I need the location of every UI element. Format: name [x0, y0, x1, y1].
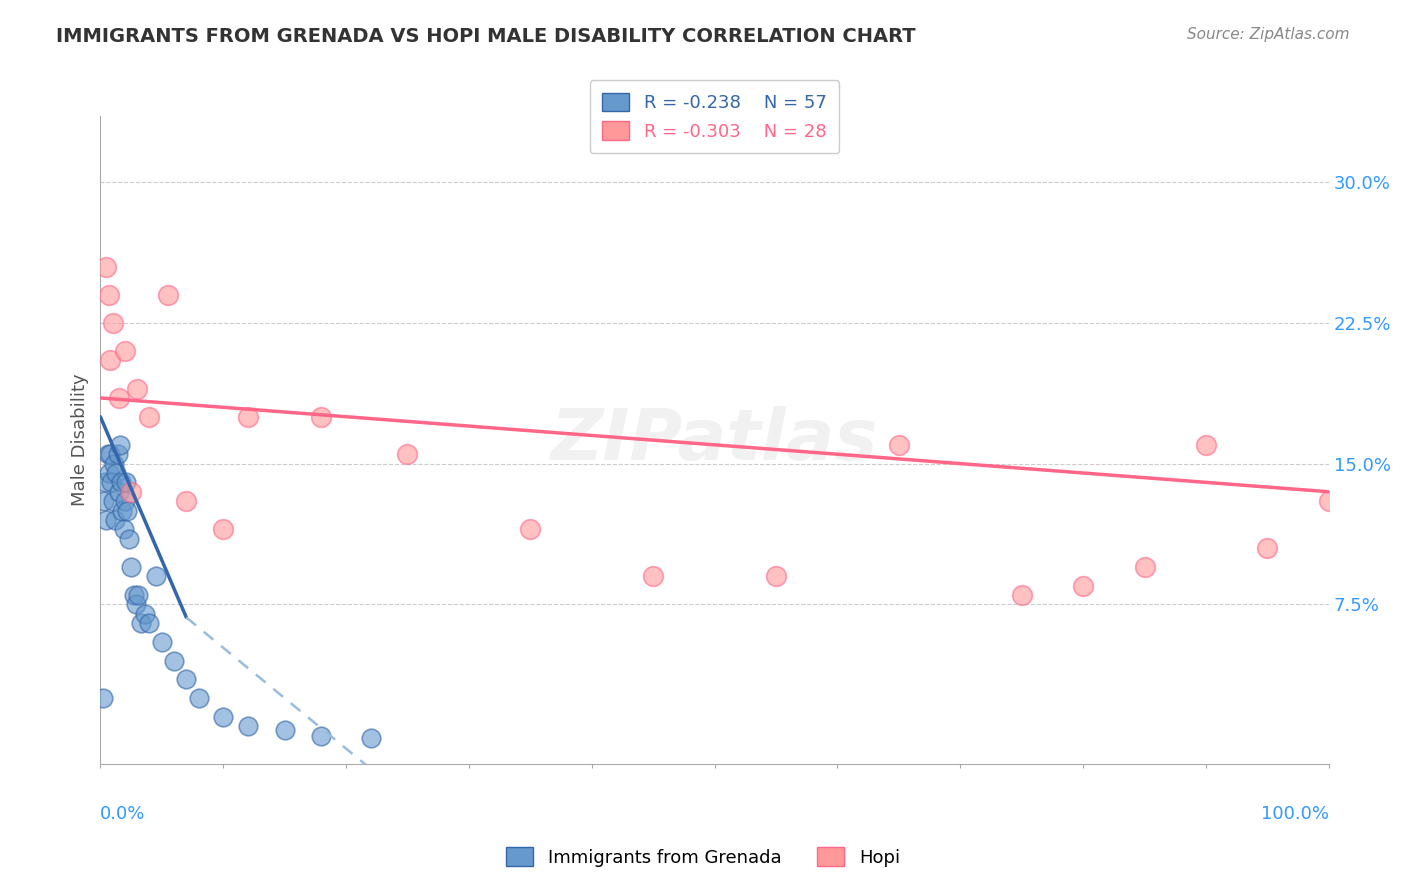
Point [138, 616, 160, 631]
Point [110, 475, 132, 490]
Text: Source: ZipAtlas.com: Source: ZipAtlas.com [1187, 27, 1350, 42]
Point [127, 382, 149, 396]
Point [125, 597, 148, 611]
Point [765, 569, 787, 583]
Point [91, 691, 114, 706]
Point [643, 569, 665, 583]
Point [107, 391, 129, 405]
Text: 100.0%: 100.0% [1261, 805, 1329, 823]
Point [273, 723, 295, 737]
Point [94, 475, 117, 490]
Point [98, 353, 121, 368]
Point [97, 287, 120, 301]
Point [1256, 541, 1278, 555]
Point [187, 691, 209, 706]
Point [120, 484, 142, 499]
Point [150, 635, 173, 649]
Point [396, 447, 419, 461]
Point [117, 503, 139, 517]
Point [127, 588, 149, 602]
Point [98, 447, 121, 461]
Point [114, 494, 136, 508]
Point [107, 484, 129, 499]
Point [1011, 588, 1033, 602]
Point [212, 710, 235, 724]
Point [138, 409, 160, 424]
Point [100, 475, 122, 490]
Point [134, 607, 156, 621]
Text: ZIPatlas: ZIPatlas [551, 406, 879, 475]
Point [236, 719, 259, 733]
Point [117, 532, 139, 546]
Text: 0.0%: 0.0% [100, 805, 146, 823]
Point [114, 344, 136, 359]
Point [519, 522, 541, 536]
Point [163, 654, 186, 668]
Text: IMMIGRANTS FROM GRENADA VS HOPI MALE DISABILITY CORRELATION CHART: IMMIGRANTS FROM GRENADA VS HOPI MALE DIS… [56, 27, 915, 45]
Point [112, 522, 135, 536]
Point [156, 287, 179, 301]
Point [1071, 578, 1094, 592]
Point [311, 729, 333, 743]
Point [101, 494, 124, 508]
Point [111, 503, 134, 517]
Point [145, 569, 167, 583]
Point [93, 494, 115, 508]
Point [236, 409, 259, 424]
Point [96, 513, 118, 527]
Point [107, 447, 129, 461]
Point [1133, 559, 1156, 574]
Point [97, 447, 120, 461]
Point [104, 513, 127, 527]
Point [311, 409, 333, 424]
Legend: Immigrants from Grenada, Hopi: Immigrants from Grenada, Hopi [499, 840, 907, 874]
Point [887, 438, 910, 452]
Point [176, 494, 198, 508]
Point [1317, 494, 1340, 508]
Point [96, 260, 118, 274]
Point [105, 466, 128, 480]
Point [103, 457, 125, 471]
Point [115, 475, 138, 490]
Point [122, 588, 145, 602]
Point [1195, 438, 1218, 452]
Point [176, 673, 198, 687]
Point [129, 616, 152, 631]
Point [97, 466, 120, 480]
Point [360, 731, 382, 745]
Point [212, 522, 235, 536]
Y-axis label: Male Disability: Male Disability [72, 374, 89, 507]
Point [108, 438, 131, 452]
Point [101, 316, 124, 330]
Legend: R = -0.238    N = 57, R = -0.303    N = 28: R = -0.238 N = 57, R = -0.303 N = 28 [589, 80, 839, 153]
Point [120, 559, 142, 574]
